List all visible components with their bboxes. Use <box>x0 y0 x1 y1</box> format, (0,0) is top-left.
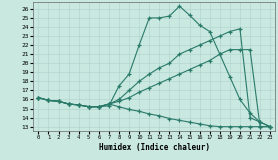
X-axis label: Humidex (Indice chaleur): Humidex (Indice chaleur) <box>99 143 210 152</box>
